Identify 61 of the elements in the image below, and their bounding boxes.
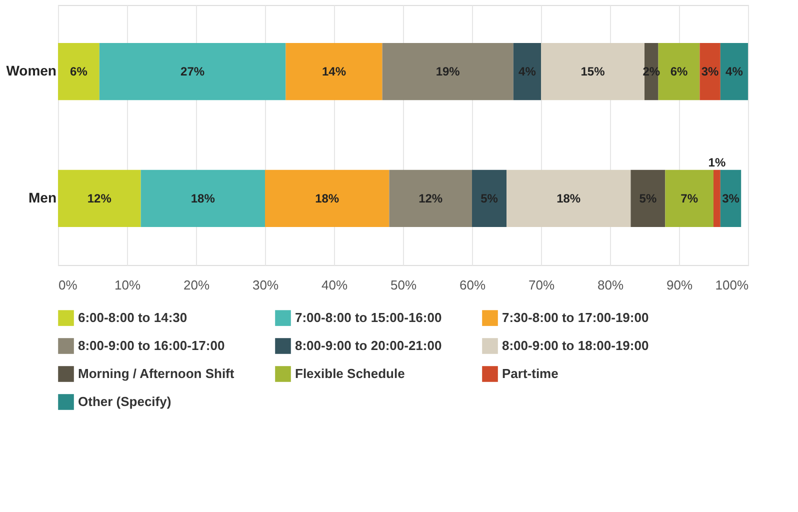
data-label: 12% [418, 191, 443, 206]
bar [58, 170, 141, 227]
bar [720, 43, 748, 100]
bar [720, 170, 742, 227]
data-label: 27% [180, 64, 205, 79]
bar [140, 170, 265, 227]
data-label: 3% [722, 191, 740, 206]
data-label: 4% [726, 64, 744, 79]
legend-label: Flexible Schedule [295, 366, 405, 381]
bar [541, 43, 644, 100]
x-tick-label: 60% [459, 278, 486, 292]
data-label: 4% [518, 64, 536, 79]
bar [513, 43, 541, 100]
data-label: 1% [708, 155, 726, 170]
x-tick-label: 70% [528, 278, 555, 292]
legend-label: 7:30-8:00 to 17:00-19:00 [502, 310, 649, 326]
bar [99, 43, 286, 100]
bar [630, 170, 666, 227]
data-label: 12% [87, 191, 112, 206]
data-label: 7% [680, 191, 698, 206]
bar [658, 43, 700, 100]
y-tick-label: Men [28, 189, 56, 206]
bar [665, 170, 714, 227]
x-tick-label: 80% [597, 278, 624, 292]
data-label: 18% [556, 191, 581, 206]
x-tick-label: 50% [390, 278, 417, 292]
legend-label: 8:00-9:00 to 20:00-21:00 [295, 338, 442, 353]
x-tick-label: 30% [252, 278, 279, 292]
data-label: 18% [315, 191, 340, 206]
legend-label: 8:00-9:00 to 18:00-19:00 [502, 338, 649, 353]
bar [58, 43, 100, 100]
data-label: 6% [670, 64, 688, 79]
x-tick-label: 90% [666, 278, 693, 292]
x-tick-label: 0% [58, 278, 78, 292]
legend-label: Part-time [502, 366, 558, 381]
legend-label: Other (Specify) [78, 394, 172, 409]
data-label: 18% [190, 191, 216, 206]
bar [506, 170, 631, 227]
legend-label: 7:00-8:00 to 15:00-16:00 [295, 310, 442, 326]
x-tick-label: 10% [114, 278, 141, 292]
x-tick-label: 20% [183, 278, 210, 292]
bar [389, 170, 472, 227]
data-label: 5% [639, 191, 657, 206]
bar [714, 170, 720, 227]
data-label: 19% [436, 64, 460, 79]
legend-label: 6:00-8:00 to 14:30 [78, 310, 188, 326]
x-tick-label: 100% [715, 278, 749, 292]
data-label: 3% [701, 64, 720, 79]
legend-label: Morning / Afternoon Shift [78, 366, 235, 381]
data-label: 15% [580, 64, 606, 79]
x-tick-label: 40% [321, 278, 348, 292]
legend-label: 8:00-9:00 to 16:00-17:00 [78, 338, 225, 353]
data-label: 6% [70, 64, 88, 79]
data-label: 5% [480, 191, 498, 206]
bar [472, 170, 506, 227]
y-tick-label: Women [6, 62, 56, 79]
bar [382, 43, 514, 100]
bar [700, 43, 720, 100]
bar [286, 43, 382, 100]
bar [265, 170, 390, 227]
data-label: 14% [322, 64, 346, 79]
